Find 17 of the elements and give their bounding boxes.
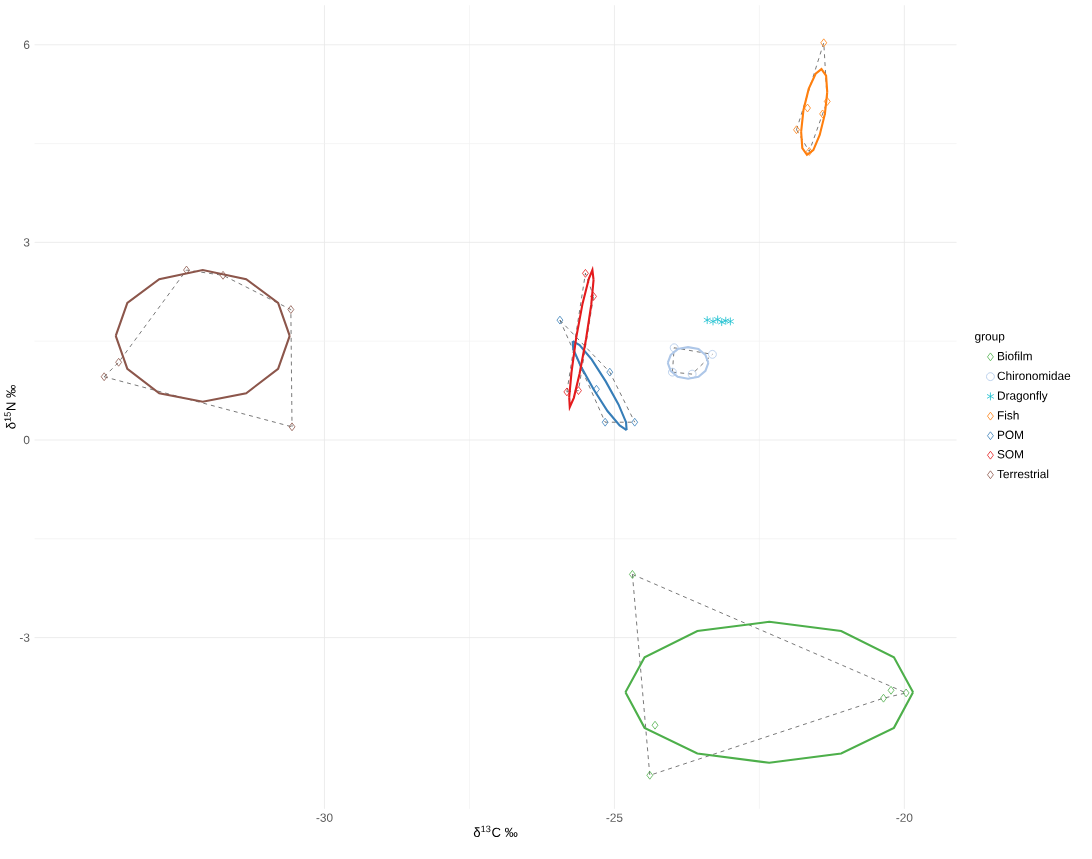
x-tick-label: -20	[896, 813, 913, 822]
y-tick-label: -3	[19, 633, 30, 642]
legend-title: group	[975, 333, 1005, 343]
legend-label: Dragonfly	[997, 391, 1048, 403]
x-tick-label: -30	[316, 813, 333, 822]
y-tick-label: 3	[23, 238, 30, 247]
y-tick-label: 6	[23, 40, 30, 49]
y-axis-title: δ$^{15}$N ‰	[4, 385, 16, 429]
x-axis-title: δ$^{13}$C ‰	[473, 825, 518, 837]
legend-label: POM	[997, 430, 1023, 439]
legend-label: Chironomidae	[997, 371, 1071, 380]
legend-label: SOM	[997, 449, 1023, 459]
legend-label: Biofilm	[997, 351, 1032, 361]
legend-label: Fish	[997, 410, 1019, 420]
x-tick-label: -25	[606, 813, 623, 822]
legend-label: Terrestrial	[997, 469, 1049, 479]
y-tick-label: 0	[23, 435, 30, 445]
